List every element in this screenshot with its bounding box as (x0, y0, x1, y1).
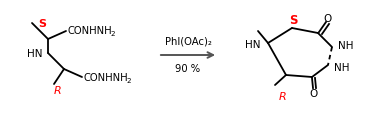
Text: CONHNH: CONHNH (67, 26, 112, 36)
Text: HN: HN (27, 49, 43, 59)
Text: S: S (289, 13, 297, 26)
Text: R: R (279, 91, 287, 101)
Text: HN: HN (245, 40, 261, 50)
Text: R: R (54, 85, 62, 95)
Text: NH: NH (334, 62, 350, 72)
Text: 90 %: 90 % (175, 63, 201, 73)
Text: S: S (38, 19, 46, 29)
Text: O: O (324, 14, 332, 24)
Text: PhI(OAc)₂: PhI(OAc)₂ (164, 36, 211, 46)
Text: CONHNH: CONHNH (83, 72, 128, 82)
Text: O: O (310, 88, 318, 98)
Text: 2: 2 (126, 77, 131, 83)
Text: 2: 2 (110, 31, 115, 37)
Text: NH: NH (338, 41, 353, 51)
